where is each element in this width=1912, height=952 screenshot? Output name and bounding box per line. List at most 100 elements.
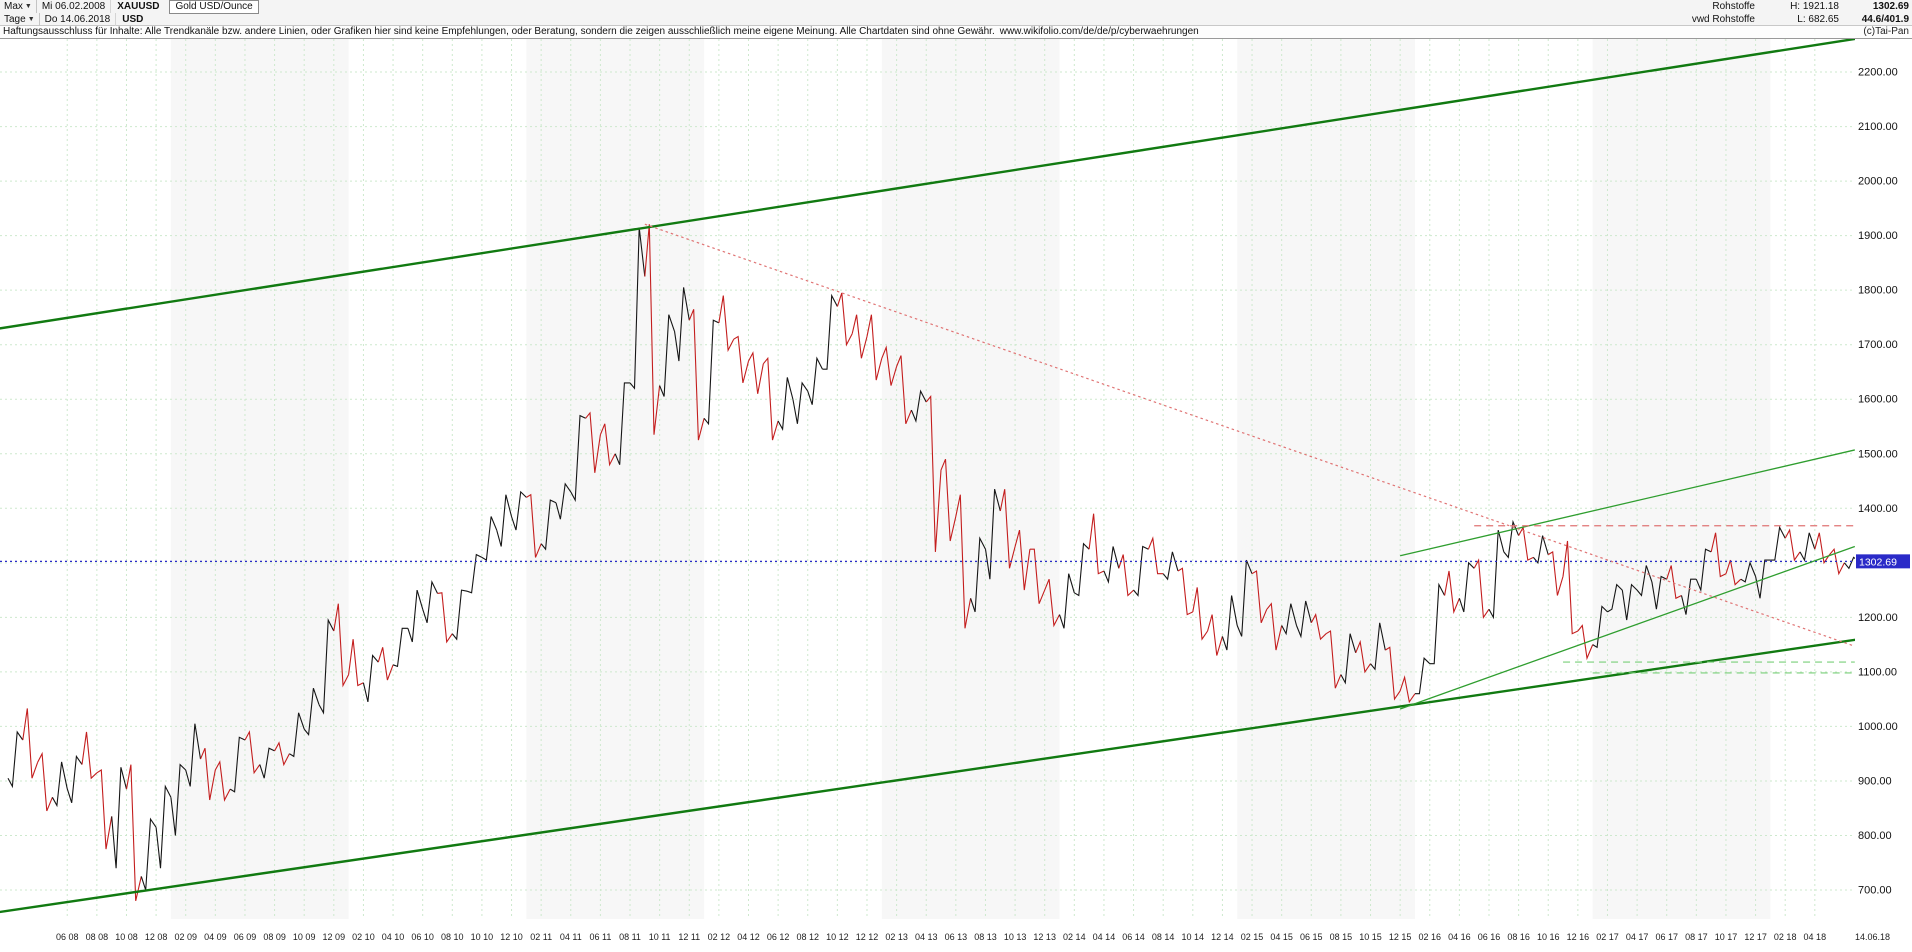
date-axis-label: 06 11 [589,932,611,942]
date-axis-label: 02 14 [1063,932,1086,942]
price-series-segment [1770,525,1786,561]
date-axis-label: 02 17 [1596,932,1619,942]
date-axis-label: 04 10 [382,932,405,942]
price-series-segment [1029,548,1046,604]
date-axis-label: 12 14 [1211,932,1234,942]
toolbar-left: Max ▼ Mi 06.02.2008 XAUUSD Gold USD/Ounc… [0,0,259,26]
symbol-label: XAUUSD [117,1,160,12]
price-series-segment [1429,582,1446,665]
date-axis-label: 04 13 [915,932,938,942]
price-series-segment [1784,528,1801,562]
date-axis-label: 02 10 [352,932,375,942]
instrument-name-box[interactable]: Gold USD/Ounce [169,0,259,14]
price-series-segment [1725,559,1742,586]
date-axis-label: 12 10 [500,932,523,942]
price-series-segment [1281,603,1298,636]
price-series-segment [1843,556,1855,570]
price-series-segment [481,516,498,562]
price-series-segment [1518,525,1534,561]
date-axis-label: 06 12 [767,932,790,942]
date-axis-label: 06 09 [234,932,257,942]
price-series-segment [659,314,675,397]
price-series-segment [792,381,809,424]
date-axis-label: 04 18 [1804,932,1827,942]
price-series-segment [1370,622,1386,671]
chart-area: 700.00 800.00 900.00 1000.00 1100.00 1200.00 1… [0,39,1912,952]
price-series-segment [748,351,764,394]
price-series-segment [629,227,646,390]
price-series-segment [1621,583,1638,621]
date-axis-label: 06 15 [1300,932,1323,942]
date-to-field[interactable]: Do 14.06.2018 [40,13,117,26]
price-series-segment [733,335,750,384]
price-axis-label: 2200.00 [1858,67,1898,79]
price-series-segment [1458,561,1475,613]
caret-down-icon: ▼ [27,16,35,23]
price-series-segment [540,499,557,551]
price-series-segment [318,618,335,715]
date-axis-label: 06 14 [1122,932,1145,942]
date-axis-label: 04 16 [1448,932,1471,942]
range-dropdown[interactable]: Max ▼ [0,0,37,13]
date-axis-label: 12 09 [323,932,346,942]
price-series-segment [555,482,572,520]
price-series-segment [422,579,438,623]
price-series-segment [1415,657,1431,695]
price-series-segment [1221,595,1238,651]
price-series-segment [1118,554,1134,597]
date-axis-label: 10 15 [1359,932,1382,942]
date-axis-label: 08 16 [1507,932,1530,942]
price-series-segment [1058,573,1075,629]
price-axis-label: 1200.00 [1858,612,1898,624]
date-axis-label: 10 10 [471,932,494,942]
date-axis-label: 10 16 [1537,932,1560,942]
date-axis-label: 10 11 [649,932,671,942]
date-axis-label: 12 17 [1744,932,1767,942]
date-axis-label: 12 11 [678,932,700,942]
date-axis-label: 02 16 [1418,932,1441,942]
price-axis-label: 1700.00 [1858,339,1898,351]
date-axis-label: 06 10 [411,932,434,942]
price-axis-label: 1100.00 [1858,666,1897,678]
date-axis-label: 08 09 [263,932,286,942]
price-series-segment [1532,535,1549,565]
price-axis-label: 700.00 [1858,885,1892,897]
price-axis-label: 1400.00 [1858,503,1898,515]
price-series-segment [1814,532,1831,565]
price-series-segment [1147,536,1164,575]
price-series-segment [851,314,868,359]
year-band [1237,39,1415,919]
price-axis-label: 2000.00 [1858,176,1898,188]
price-series-segment [940,458,957,542]
price-series-segment [437,592,453,644]
price-series-segment [614,382,630,465]
price-series-segment [970,536,986,613]
price-series-segment [259,747,275,779]
price-series-segment [599,423,616,467]
date-axis-label: 02 18 [1774,932,1797,942]
price-series-segment [777,377,794,432]
price-series-segment [66,754,83,803]
alltime-low-label: L: 682.65 [1797,14,1839,25]
lower-channel-line [0,638,1855,914]
wikifolio-link[interactable]: www.wikifolio.com/de/de/p/cyberwaehrunge… [999,26,1199,37]
period-dropdown[interactable]: Tage ▼ [0,13,40,26]
date-axis-label: 10 08 [115,932,138,942]
data-source-label: vwd Rohstoffe [1691,14,1755,25]
last-price-tag [1856,554,1910,569]
toolbar-right: Rohstoffe H: 1921.18 1302.69 vwd Rohstof… [1669,0,1912,25]
date-axis-label: 08 10 [441,932,464,942]
price-series-segment [111,767,128,869]
price-series-segment [896,355,912,425]
price-series-segment [718,295,735,353]
price-series-segment [377,647,394,681]
date-from-field[interactable]: Mi 06.02.2008 [37,0,112,13]
date-axis-label: 08 17 [1685,932,1708,942]
date-axis-label: 06 17 [1655,932,1678,942]
price-series-segment [140,817,157,891]
price-chart-canvas[interactable]: 700.00 800.00 900.00 1000.00 1100.00 1200.00 1… [0,39,1912,952]
price-axis-label: 1600.00 [1858,394,1898,406]
price-series-segment [96,769,113,850]
date-axis-label: 12 16 [1567,932,1590,942]
